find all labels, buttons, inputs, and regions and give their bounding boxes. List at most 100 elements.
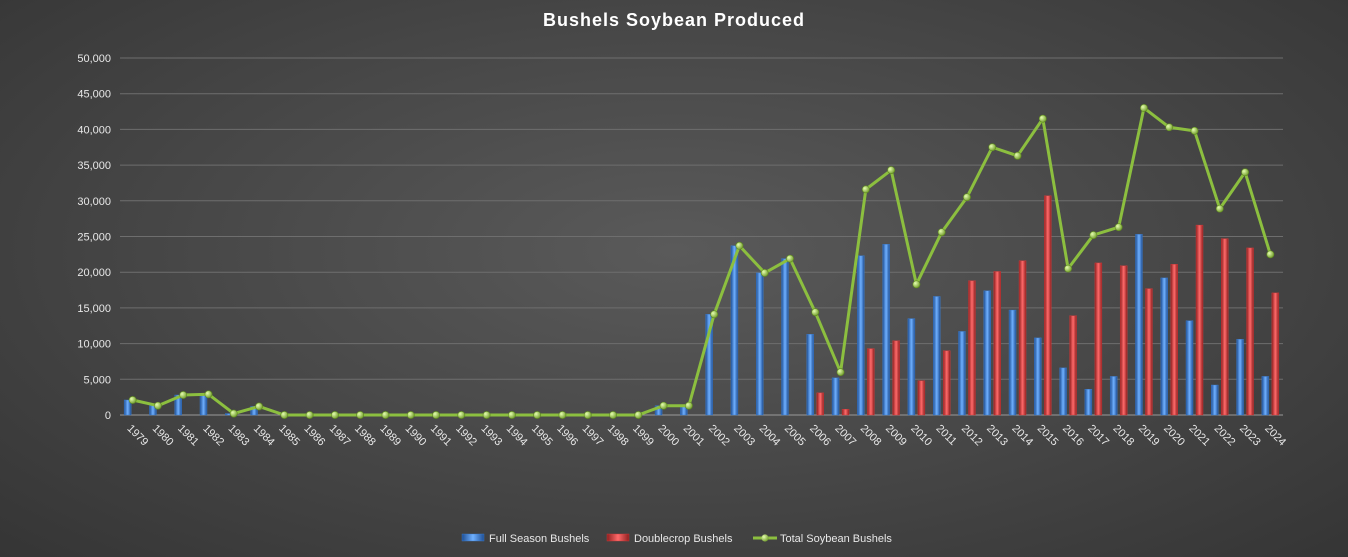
x-tick-label: 2020 [1161,423,1187,449]
x-tick-label: 2022 [1212,423,1238,449]
x-tick-label: 1996 [554,423,580,449]
x-tick-label: 2010 [908,423,934,449]
line-point [710,310,719,319]
bar [942,350,951,416]
line-point [861,185,870,194]
bar [1236,339,1244,416]
x-tick-label: 2016 [1060,423,1086,449]
bar [1135,234,1143,416]
bar [882,244,890,416]
bar [1084,389,1093,416]
bar [1059,367,1067,416]
x-tick-label: 1981 [175,423,201,449]
bar [932,296,941,416]
line-point [482,411,491,419]
x-tick-label: 1980 [150,423,176,449]
bar [174,394,182,416]
bar [1119,265,1128,416]
line-point [811,308,820,317]
line-point [1140,104,1148,112]
y-tick-label: 5,000 [83,374,111,386]
y-tick-label: 35,000 [77,160,111,172]
line-point [659,401,668,410]
legend-item-1: Full Season Bushels [461,533,590,545]
line-point [229,409,238,418]
x-tick-label: 1998 [605,423,631,449]
bar [1261,376,1270,416]
line-point [1089,231,1098,239]
bar [1034,337,1042,416]
bar [730,245,739,416]
x-tick-label: 1999 [630,423,656,449]
x-tick-label: 1984 [251,423,277,449]
line-point [204,390,213,399]
line-point [1038,114,1047,123]
legend-swatch [606,533,630,542]
bar [907,318,916,416]
x-tick-label: 2006 [807,423,833,449]
x-tick-label: 1979 [125,423,151,449]
line-point [1114,223,1123,232]
bar [1271,292,1280,416]
x-tick-label: 2015 [1035,423,1061,449]
x-tick-label: 2013 [984,423,1010,449]
x-tick-label: 1997 [580,423,606,449]
bar [917,380,926,416]
x-tick-label: 1987 [327,423,353,449]
x-tick-label: 1995 [529,423,555,449]
y-tick-label: 45,000 [77,89,111,101]
line-point [1241,168,1249,177]
bar [1044,195,1052,416]
line-point [1190,126,1199,135]
line-point [128,396,137,404]
bar [983,290,991,416]
legend-item-3: Total Soybean Bushels [753,533,892,545]
x-tick-label: 2019 [1136,423,1162,449]
bar [1195,224,1204,416]
x-tick-label: 1990 [403,423,429,449]
bar [123,399,132,416]
legend-label: Total Soybean Bushels [780,533,892,545]
bar [199,394,208,416]
bar [892,340,900,416]
bar [1069,315,1077,416]
bar [1185,320,1194,416]
legend-item-2: Doublecrop Bushels [606,533,733,545]
bar [958,331,966,416]
line-point [609,411,617,419]
x-tick-label: 2004 [757,423,783,449]
line-point [684,401,693,410]
x-tick-label: 2003 [731,423,757,449]
x-tick-label: 2023 [1237,423,1263,449]
x-tick-label: 1986 [301,423,327,449]
bar [806,334,814,416]
x-tick-label: 1988 [352,423,378,449]
x-tick-label: 2001 [681,423,707,449]
bar [993,271,1001,416]
line-point [179,391,188,399]
line-point [406,411,415,419]
x-tick-labels: 1979 1980 1981 1982 1983 1984 1985 1986 1987 1988… [125,423,1289,449]
bar [1008,309,1017,416]
line-point [583,411,592,419]
line-point [507,411,516,419]
legend-swatch [461,533,485,542]
x-tick-label: 2002 [706,423,732,449]
bar [1221,238,1229,416]
line-point [735,241,744,250]
bar [857,255,865,416]
line-point [963,193,971,202]
bar [831,377,840,416]
legend: Full Season Bushels Doublecrop Bushels Tot… [461,533,892,545]
chart-title: Bushels Soybean Produced [542,10,806,30]
bar [705,314,713,416]
y-tick-labels: 0 5,000 10,000 15,000 20,000 25,000 30,000 35,0… [77,53,111,422]
line-point [381,411,390,419]
bar [1170,264,1178,416]
x-tick-label: 2007 [832,423,858,449]
total-line [132,106,1272,417]
x-tick-label: 2005 [782,423,808,449]
total-points [128,104,1275,419]
